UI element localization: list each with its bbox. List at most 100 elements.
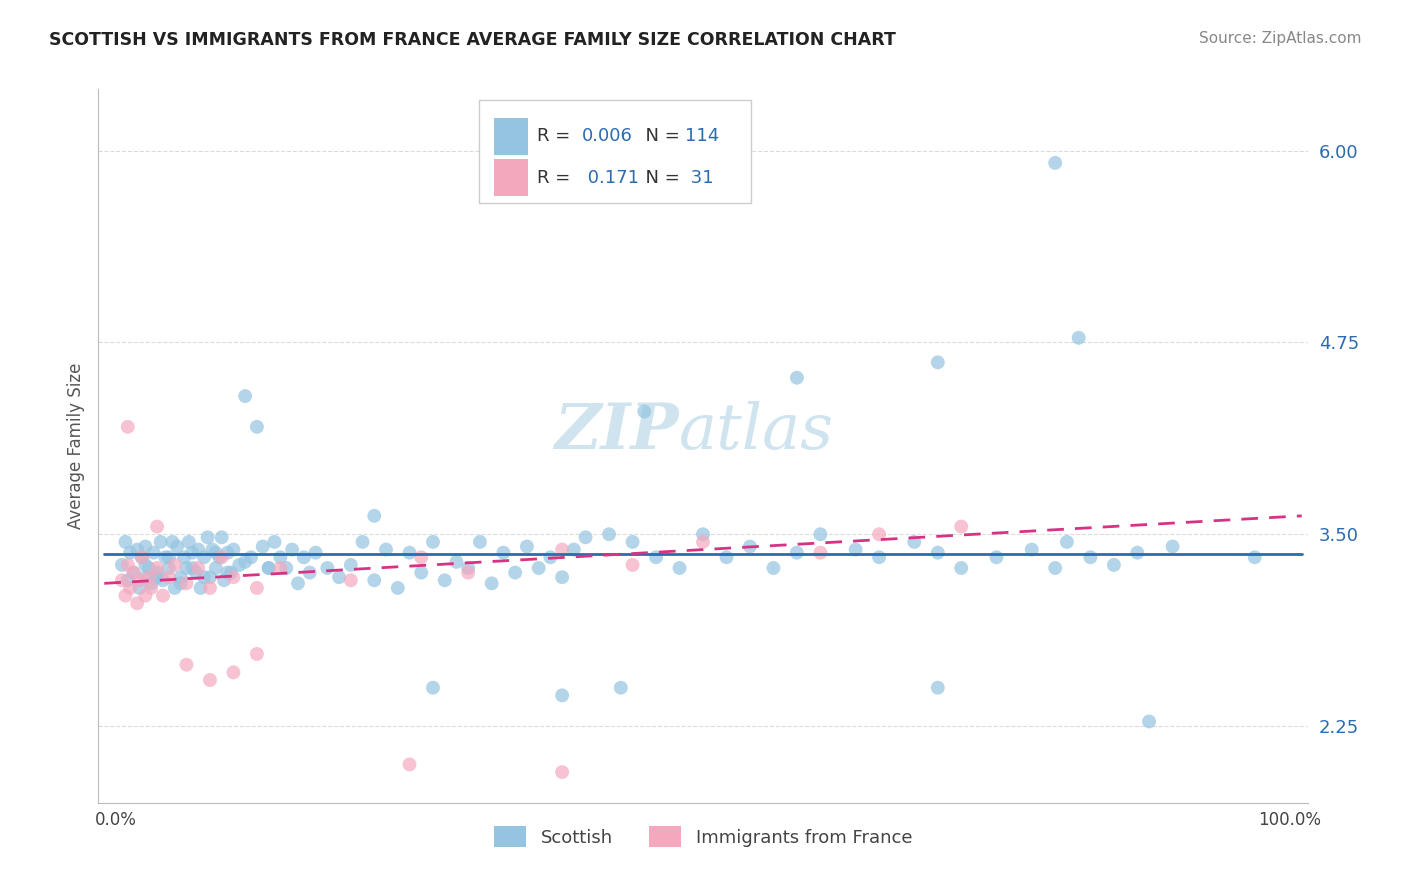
Point [1067,331,1090,345]
Text: R =: R = [537,169,576,186]
Point [219,566,242,580]
Point [716,550,738,565]
Point [340,574,363,588]
Text: N =: N = [634,169,686,186]
Point [187,542,209,557]
Point [610,681,633,695]
Point [1126,546,1149,560]
Point [950,519,973,533]
Point [457,566,479,580]
Point [197,530,219,544]
Point [446,555,468,569]
Point [152,589,174,603]
Point [120,546,142,560]
Point [903,535,925,549]
Point [198,581,221,595]
Point [375,542,398,557]
Point [257,561,280,575]
Point [246,419,269,434]
Point [138,570,160,584]
Legend: Scottish, Immigrants from France: Scottish, Immigrants from France [486,819,920,855]
Point [263,535,285,549]
Point [177,535,200,549]
Point [387,581,409,595]
Point [127,542,149,557]
Point [201,542,224,557]
Point [163,581,186,595]
Point [845,542,868,557]
Text: 114: 114 [685,128,718,145]
Point [762,561,785,575]
Point [114,535,136,549]
Point [986,550,1008,565]
Point [176,576,198,591]
Point [1056,535,1078,549]
Point [551,570,574,584]
Text: 0.006: 0.006 [582,128,633,145]
Point [621,558,644,572]
Point [146,561,169,575]
Point [786,370,808,384]
Point [163,558,186,572]
Point [786,546,808,560]
Text: 31: 31 [685,169,713,186]
Point [176,657,198,672]
Point [738,540,761,554]
Point [1137,714,1160,729]
Point [808,527,831,541]
Point [146,570,169,584]
Point [152,574,174,588]
Point [1043,561,1066,575]
Point [276,561,298,575]
Point [127,596,149,610]
Point [516,540,538,554]
Point [808,546,831,560]
Point [950,561,973,575]
Point [411,566,433,580]
Point [292,550,315,565]
Point [598,527,620,541]
Point [134,570,156,584]
Point [173,550,195,565]
Point [1021,542,1043,557]
Point [114,589,136,603]
Point [134,540,156,554]
Point [551,542,574,557]
Point [222,570,245,584]
Point [217,566,239,580]
Text: ZIP: ZIP [554,401,679,462]
Point [120,581,142,595]
Point [134,558,156,572]
Point [157,561,180,575]
Point [398,546,420,560]
Point [1102,558,1125,572]
Point [212,574,235,588]
Point [257,561,280,575]
Point [621,535,644,549]
Point [222,542,245,557]
Point [246,647,269,661]
Point [128,574,150,588]
Point [111,574,134,588]
Point [117,419,139,434]
Point [575,530,598,544]
Point [668,561,690,575]
FancyBboxPatch shape [494,118,527,155]
Point [169,576,191,591]
Point [328,570,350,584]
Point [176,561,198,575]
Point [142,546,165,560]
Point [363,574,385,588]
Point [122,566,145,580]
Point [228,558,250,572]
Point [281,542,304,557]
Point [503,566,526,580]
Point [128,581,150,595]
Point [287,576,309,591]
Text: SCOTTISH VS IMMIGRANTS FROM FRANCE AVERAGE FAMILY SIZE CORRELATION CHART: SCOTTISH VS IMMIGRANTS FROM FRANCE AVERA… [49,31,896,49]
Point [240,550,263,565]
Point [422,535,444,549]
Point [1043,156,1066,170]
Point [211,550,233,565]
Point [411,550,433,565]
